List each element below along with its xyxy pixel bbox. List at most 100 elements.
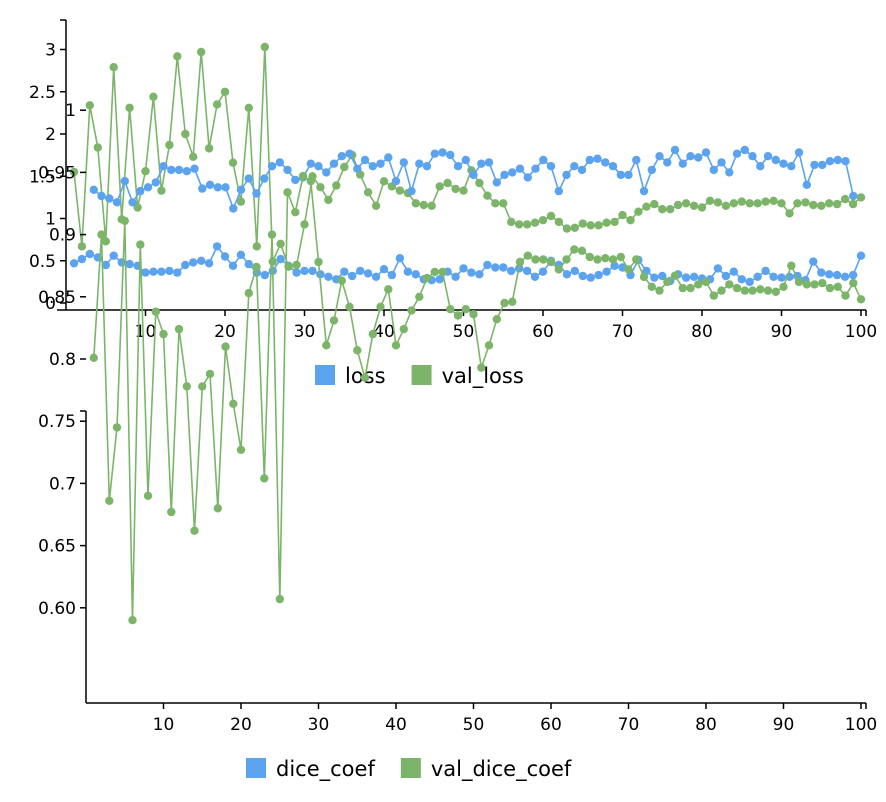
data-point bbox=[298, 171, 308, 181]
data-point bbox=[745, 277, 754, 287]
data-point bbox=[801, 198, 810, 207]
data-point bbox=[125, 259, 134, 269]
data-point bbox=[453, 162, 463, 171]
y-tick-label: 0.95 bbox=[38, 163, 76, 183]
data-point bbox=[306, 159, 315, 168]
y-tick-label: 1 bbox=[45, 210, 56, 230]
data-point bbox=[484, 341, 494, 350]
data-point bbox=[601, 254, 610, 263]
data-point bbox=[316, 183, 325, 192]
data-point bbox=[841, 291, 850, 300]
y-tick-label: 0.8 bbox=[49, 350, 76, 370]
data-point bbox=[500, 298, 509, 308]
data-point bbox=[483, 260, 492, 270]
x-tick-label: 100 bbox=[845, 715, 877, 735]
data-point bbox=[753, 199, 762, 208]
data-point bbox=[136, 240, 145, 249]
data-point bbox=[794, 148, 804, 157]
data-point bbox=[639, 186, 649, 196]
x-tick-label: 60 bbox=[532, 322, 554, 342]
chart-1: 0 0.5 1 1.5 2 2.5 3 10 20 30 40 50 60 70 80 90 100 lossva… bbox=[29, 19, 877, 389]
legend-swatch bbox=[315, 365, 335, 385]
data-point bbox=[546, 211, 556, 221]
data-point bbox=[753, 272, 762, 281]
data-point bbox=[174, 165, 184, 175]
data-point bbox=[363, 188, 373, 197]
y-tick-label: 2 bbox=[45, 125, 56, 145]
data-point bbox=[848, 270, 858, 280]
data-point bbox=[167, 165, 176, 175]
data-point bbox=[422, 162, 432, 171]
data-point bbox=[585, 252, 594, 262]
data-point bbox=[151, 307, 160, 316]
data-point bbox=[112, 423, 122, 432]
data-point bbox=[443, 178, 452, 188]
data-point bbox=[306, 176, 315, 186]
data-point bbox=[840, 272, 850, 281]
data-point bbox=[771, 287, 780, 296]
data-point bbox=[610, 217, 619, 227]
x-tick-label: 30 bbox=[294, 322, 316, 342]
x-tick-label: 30 bbox=[308, 715, 330, 735]
data-point bbox=[678, 283, 687, 293]
data-point bbox=[769, 272, 778, 281]
data-point bbox=[663, 158, 672, 167]
data-point bbox=[371, 272, 381, 281]
data-point bbox=[283, 165, 292, 175]
data-point bbox=[681, 273, 691, 282]
x-tick-label: 50 bbox=[463, 715, 485, 735]
data-point bbox=[856, 295, 866, 304]
data-point bbox=[395, 254, 405, 263]
y-tick-label: 1 bbox=[65, 101, 76, 121]
data-point bbox=[368, 329, 377, 339]
data-point bbox=[101, 237, 111, 246]
data-point bbox=[809, 200, 818, 210]
data-point bbox=[725, 280, 734, 289]
data-point bbox=[220, 252, 230, 261]
data-point bbox=[554, 186, 563, 196]
data-point bbox=[721, 201, 731, 210]
data-point bbox=[157, 267, 166, 276]
data-point bbox=[469, 310, 478, 319]
data-point bbox=[204, 144, 214, 153]
data-point bbox=[360, 373, 370, 382]
data-point bbox=[415, 292, 424, 301]
data-point bbox=[348, 271, 357, 281]
data-point bbox=[267, 162, 277, 171]
data-point bbox=[340, 267, 349, 276]
data-point bbox=[438, 148, 447, 157]
data-point bbox=[459, 186, 468, 195]
data-point bbox=[189, 152, 198, 161]
data-point bbox=[670, 271, 680, 280]
data-point bbox=[689, 272, 699, 281]
data-point bbox=[109, 62, 118, 72]
data-point bbox=[577, 165, 587, 175]
data-point bbox=[771, 155, 780, 165]
data-point bbox=[483, 191, 492, 200]
data-point bbox=[276, 254, 285, 264]
data-point bbox=[777, 199, 786, 208]
data-point bbox=[267, 230, 277, 239]
data-point bbox=[562, 255, 571, 264]
data-point bbox=[608, 162, 618, 171]
y-tick-label: 0.7 bbox=[49, 474, 76, 494]
data-point bbox=[337, 152, 346, 161]
data-point bbox=[411, 199, 420, 208]
data-point bbox=[809, 257, 818, 266]
data-point bbox=[694, 280, 703, 289]
data-point bbox=[686, 283, 695, 293]
data-point bbox=[562, 170, 571, 180]
series-line bbox=[93, 174, 862, 621]
data-point bbox=[515, 164, 525, 173]
legend: lossval_loss bbox=[315, 364, 524, 389]
data-point bbox=[376, 302, 385, 311]
data-point bbox=[570, 245, 579, 254]
data-point bbox=[291, 175, 300, 185]
x-tick-label: 40 bbox=[373, 322, 395, 342]
data-point bbox=[244, 259, 253, 269]
data-point bbox=[260, 270, 269, 280]
data-point bbox=[329, 159, 339, 168]
data-point bbox=[507, 217, 516, 227]
